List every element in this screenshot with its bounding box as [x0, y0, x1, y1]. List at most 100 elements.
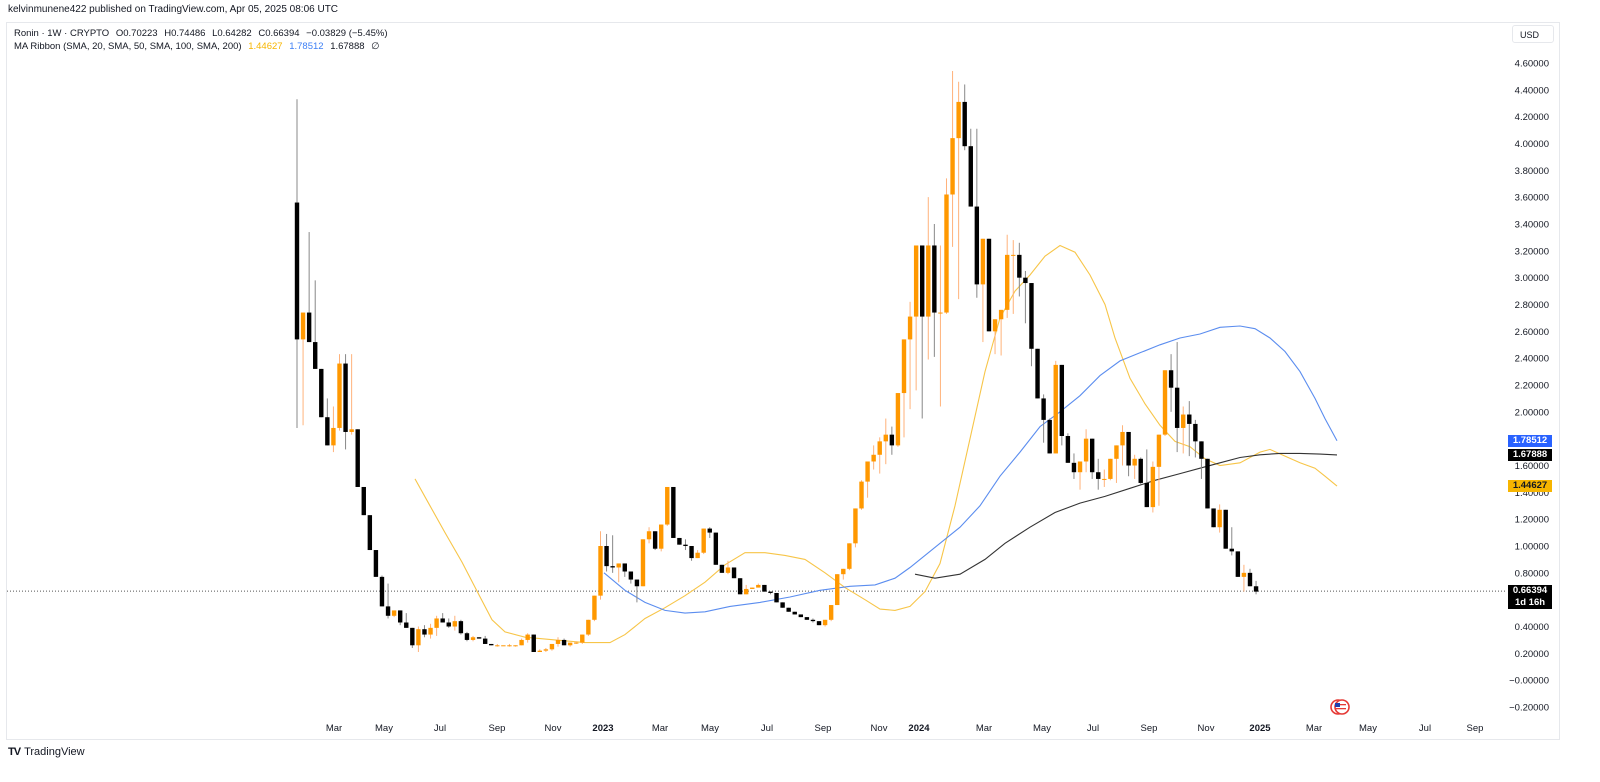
chart-legend: Ronin · 1W · CRYPTO O0.70223 H0.74486 L0…: [14, 27, 392, 53]
candle: [567, 642, 573, 646]
candle: [385, 606, 391, 616]
candle: [725, 567, 731, 573]
candle: [410, 627, 415, 646]
x-tick-label: Nov: [871, 723, 888, 734]
x-tick-label: Jul: [1419, 723, 1431, 734]
ma-line: [414, 244, 1338, 644]
candle: [1193, 423, 1198, 442]
candle: [683, 544, 688, 547]
candle: [798, 614, 804, 618]
candle: [1089, 438, 1095, 473]
candle: [1083, 438, 1089, 462]
symbol-title[interactable]: Ronin · 1W · CRYPTO: [14, 28, 110, 39]
candle: [313, 342, 318, 369]
candle: [786, 607, 791, 612]
candle: [731, 567, 737, 579]
x-tick-label: Mar: [976, 723, 992, 734]
candle: [1071, 462, 1077, 473]
candle: [416, 629, 421, 646]
candle: [1096, 472, 1101, 479]
y-axis[interactable]: 4.60000 4.40000 4.20000 4.00000 3.80000 3.600…: [1509, 59, 1549, 714]
x-tick-label: Nov: [1198, 723, 1215, 734]
chart-frame: [6, 22, 1560, 740]
candle: [1035, 348, 1040, 399]
candle: [574, 642, 579, 644]
brand-name: TradingView: [24, 746, 85, 758]
candle: [622, 563, 627, 572]
ma-line: [914, 452, 1338, 579]
candle: [695, 552, 700, 559]
candle: [992, 319, 998, 332]
y-tick-label: 0.80000: [1515, 568, 1549, 579]
candle: [1047, 419, 1052, 454]
x-tick-label: Mar: [326, 723, 342, 734]
y-tick-label: 3.40000: [1515, 220, 1549, 231]
x-tick-label: Sep: [489, 723, 506, 734]
x-tick-label: May: [1033, 723, 1051, 734]
candle: [895, 393, 901, 446]
last-price-value: 0.66394: [1512, 585, 1548, 597]
y-tick-label: 3.00000: [1515, 273, 1549, 284]
candle: [980, 238, 986, 285]
x-tick-label: Jul: [761, 723, 773, 734]
us-flag-event-icon[interactable]: [1330, 699, 1350, 715]
candle: [1168, 370, 1174, 388]
candle: [938, 312, 943, 314]
x-tick-label: May: [375, 723, 393, 734]
candle: [598, 546, 603, 596]
candle: [689, 546, 694, 559]
candle: [1029, 283, 1034, 349]
footer-brand[interactable]: TV TradingView: [8, 746, 85, 758]
y-tick-label: −0.20000: [1509, 703, 1549, 714]
candle: [482, 638, 488, 644]
tradingview-logo-icon: TV: [8, 746, 21, 758]
ohlc-low: L0.64282: [212, 28, 252, 39]
candle: [373, 550, 379, 577]
candle: [555, 639, 561, 644]
ma100-value: 1.67888: [330, 41, 365, 52]
indicator-title[interactable]: MA Ribbon (SMA, 20, SMA, 50, SMA, 100, S…: [14, 41, 242, 52]
candle: [343, 363, 348, 432]
candle: [901, 339, 907, 394]
candle: [543, 649, 549, 651]
candle: [713, 532, 719, 565]
candle: [300, 312, 306, 340]
candle: [446, 622, 451, 627]
candle: [1053, 364, 1058, 454]
candle: [634, 579, 640, 587]
candle: [859, 481, 864, 509]
candle: [1181, 414, 1186, 428]
y-tick-label: 1.60000: [1515, 461, 1549, 472]
candle: [665, 486, 670, 525]
candle: [1156, 434, 1162, 467]
candle: [391, 610, 397, 616]
candle: [701, 528, 706, 553]
candle: [962, 101, 967, 147]
candle: [652, 531, 658, 549]
candle: [737, 578, 743, 595]
candle: [1138, 458, 1143, 483]
candle: [495, 645, 500, 647]
y-tick-label: 2.80000: [1515, 300, 1549, 311]
candle: [404, 622, 409, 628]
y-tick-label: 2.20000: [1515, 381, 1549, 392]
candle: [397, 610, 403, 623]
candle: [926, 245, 931, 317]
x-axis[interactable]: Mar May Jul Sep Nov 2023 Mar May Jul Sep Nov 2024 Ma…: [326, 723, 1484, 734]
candle: [1174, 387, 1180, 428]
candle: [470, 637, 476, 640]
ohlc-high: H0.74486: [164, 28, 206, 39]
x-tick-label: Sep: [815, 723, 832, 734]
candle: [361, 486, 366, 516]
candle: [762, 584, 767, 592]
y-tick-label: 4.40000: [1515, 85, 1549, 96]
candle: [331, 427, 336, 446]
candle: [489, 643, 494, 646]
x-tick-label: Mar: [652, 723, 668, 734]
candle: [792, 611, 797, 615]
currency-button[interactable]: USD: [1512, 25, 1554, 43]
y-tick-label: 2.40000: [1515, 354, 1549, 365]
candle: [816, 621, 822, 626]
candle: [325, 417, 330, 446]
